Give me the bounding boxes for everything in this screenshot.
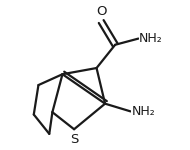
Text: NH₂: NH₂ (139, 32, 163, 45)
Text: O: O (96, 5, 106, 18)
Text: S: S (70, 133, 78, 146)
Text: NH₂: NH₂ (131, 105, 155, 118)
